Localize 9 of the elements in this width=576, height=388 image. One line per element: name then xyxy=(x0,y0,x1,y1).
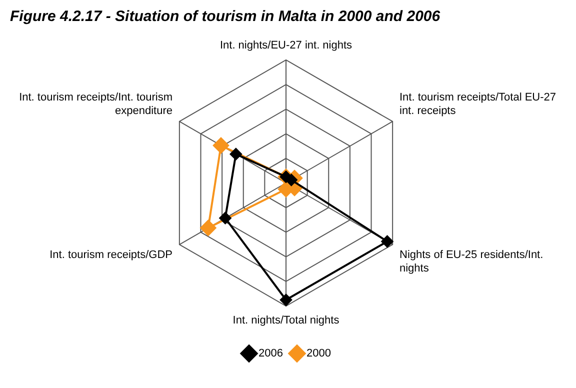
spoke-label: Int. nights/EU-27 int. nights xyxy=(220,39,353,52)
spoke-label: Int. tourism receipts/Int. tourism expenditure xyxy=(19,92,173,117)
legend-label: 2006 xyxy=(258,348,284,360)
spoke-label: Int. tourism receipts/Total EU-27 int. receipts xyxy=(399,92,556,117)
legend-label: 2000 xyxy=(306,348,331,360)
spoke-label: Nights of EU-25 residents/Int. nights xyxy=(399,249,544,274)
chart-title: Figure 4.2.17 - Situation of tourism in Malta in 2000 and 2006 xyxy=(10,8,442,25)
spoke-label: Int. nights/Total nights xyxy=(232,314,340,327)
spoke-label: Int. tourism receipts/GDP xyxy=(50,249,173,262)
